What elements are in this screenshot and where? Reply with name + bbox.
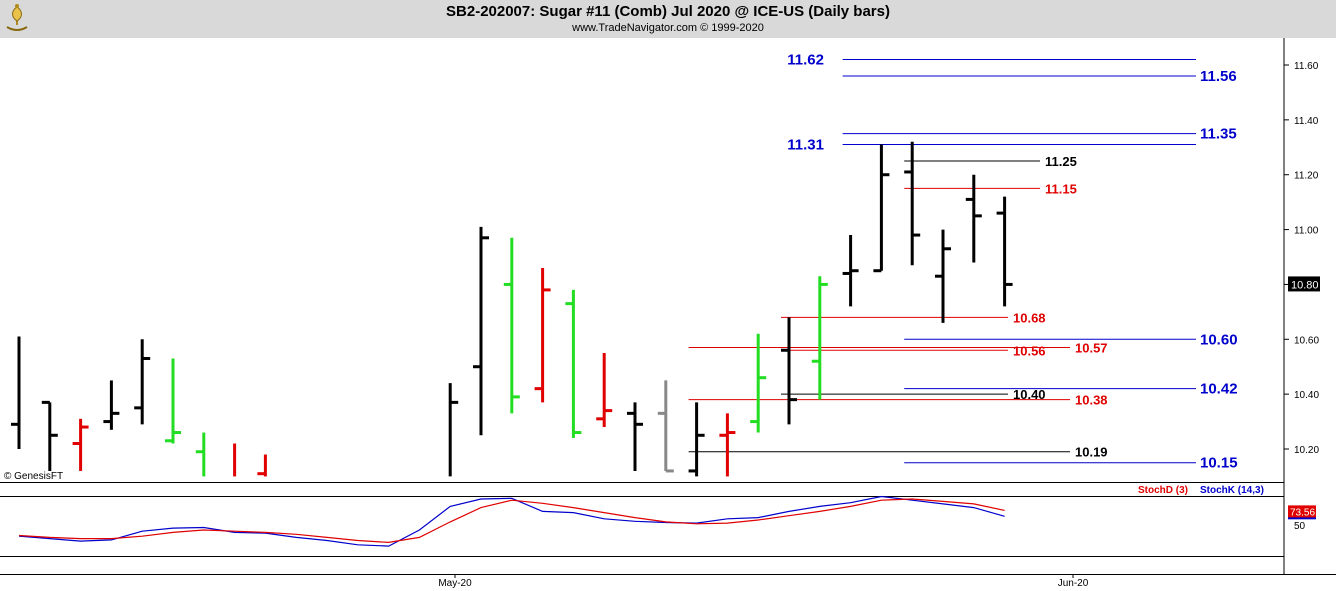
price-level-label: 10.60 (1200, 331, 1238, 348)
last-price-label: 10.80 (1291, 279, 1319, 291)
stoch-line (18, 498, 1005, 544)
y-tick-label: 11.00 (1294, 226, 1319, 237)
y-tick-label: 10.40 (1294, 390, 1319, 401)
stochastic-panel[interactable]: StochD (3) StochK (14,3) 50 73.56 (0, 485, 1316, 557)
price-level-label: 11.35 (1200, 126, 1237, 143)
ohlc-bar (503, 237, 520, 414)
ohlc-bar (41, 400, 58, 471)
ohlc-bar (935, 229, 951, 323)
ohlc-bar (103, 380, 120, 430)
price-level-label: 11.15 (1045, 181, 1077, 196)
ohlc-bars (11, 141, 1013, 477)
ohlc-bar (873, 144, 890, 273)
ohlc-bar (657, 380, 674, 473)
chart-header: SB2-202007: Sugar #11 (Comb) Jul 2020 @ … (0, 0, 1336, 38)
y-tick-label: 11.20 (1294, 171, 1319, 182)
stoch-d-value-box (1288, 505, 1316, 518)
ohlc-bar (195, 432, 206, 477)
ohlc-bar (565, 289, 582, 439)
ohlc-bar (965, 174, 982, 263)
stoch-tick-label: 50 (1294, 521, 1306, 532)
price-level-label: 10.15 (1200, 455, 1238, 472)
ohlc-bar (534, 267, 551, 403)
time-axis[interactable]: May-20 Jun-20 (438, 574, 1089, 589)
price-level-label: 11.56 (1200, 68, 1237, 85)
ohlc-bar (257, 454, 267, 477)
price-level-label: 10.42 (1200, 381, 1238, 398)
watermark-text: © GenesisFT (4, 471, 63, 482)
ohlc-bar (719, 413, 736, 477)
y-tick-label: 11.60 (1294, 61, 1319, 72)
price-level-label: 11.25 (1045, 154, 1077, 169)
price-level-label: 10.38 (1075, 393, 1108, 408)
price-level-label: 11.31 (787, 137, 824, 154)
price-level-label: 10.19 (1075, 445, 1108, 460)
legend-stoch-d: StochD (3) (1138, 485, 1188, 496)
ohlc-bar (750, 333, 767, 433)
price-level-label: 11.62 (787, 52, 824, 69)
ohlc-bar (72, 418, 89, 471)
ohlc-bar (165, 358, 181, 444)
ohlc-bar (448, 383, 459, 477)
ohlc-bar (904, 141, 921, 266)
legend-stoch-k: StochK (14,3) (1200, 485, 1264, 496)
price-panel[interactable] (0, 38, 1336, 575)
last-price-box (1288, 276, 1320, 292)
price-level-label: 10.40 (1013, 387, 1046, 402)
ohlc-bar (473, 226, 489, 436)
chart-title: SB2-202007: Sugar #11 (Comb) Jul 2020 @ … (446, 3, 890, 20)
price-levels: 11.62 11.56 11.35 11.31 11.25 11.15 10.68 10.60… (688, 52, 1238, 472)
y-tick-label: 10.20 (1294, 445, 1319, 456)
price-level-label: 10.57 (1075, 341, 1108, 356)
ohlc-bar (781, 317, 797, 425)
chart-subtitle: www.TradeNavigator.com © 1999-2020 (572, 22, 764, 34)
ohlc-bar (134, 339, 151, 425)
ohlc-bar (596, 353, 613, 428)
x-tick-label: May-20 (438, 578, 472, 589)
price-plot-area[interactable] (0, 38, 1284, 482)
price-level-label: 10.68 (1013, 310, 1046, 325)
y-tick-label: 10.60 (1294, 335, 1319, 346)
ohlc-bar (842, 235, 859, 307)
price-level-label: 10.56 (1013, 343, 1046, 358)
y-tick-label: 11.40 (1294, 116, 1319, 127)
ohlc-bar (627, 402, 643, 471)
ohlc-bar (996, 196, 1013, 307)
price-axis[interactable]: 11.60 11.40 11.20 11.00 10.80 10.60 10.40 10.20… (1284, 61, 1320, 456)
ohlc-bar (811, 276, 828, 400)
x-tick-label: Jun-20 (1058, 578, 1089, 589)
ohlc-bar (11, 336, 21, 449)
ohlc-bar (688, 402, 705, 477)
trade-navigator-logo-icon (6, 4, 28, 31)
stoch-d-value-label: 73.56 (1290, 507, 1315, 518)
stoch-line (18, 495, 1005, 547)
